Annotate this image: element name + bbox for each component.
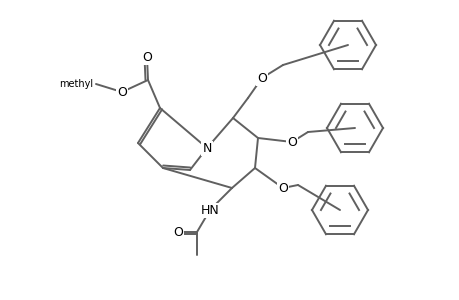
Text: O: O (286, 136, 297, 148)
Text: methyl: methyl (59, 79, 93, 89)
Text: O: O (117, 85, 127, 98)
Text: O: O (173, 226, 183, 238)
Text: O: O (142, 50, 151, 64)
Text: O: O (277, 182, 287, 194)
Text: N: N (202, 142, 211, 154)
Text: O: O (257, 71, 266, 85)
Text: HN: HN (200, 203, 219, 217)
